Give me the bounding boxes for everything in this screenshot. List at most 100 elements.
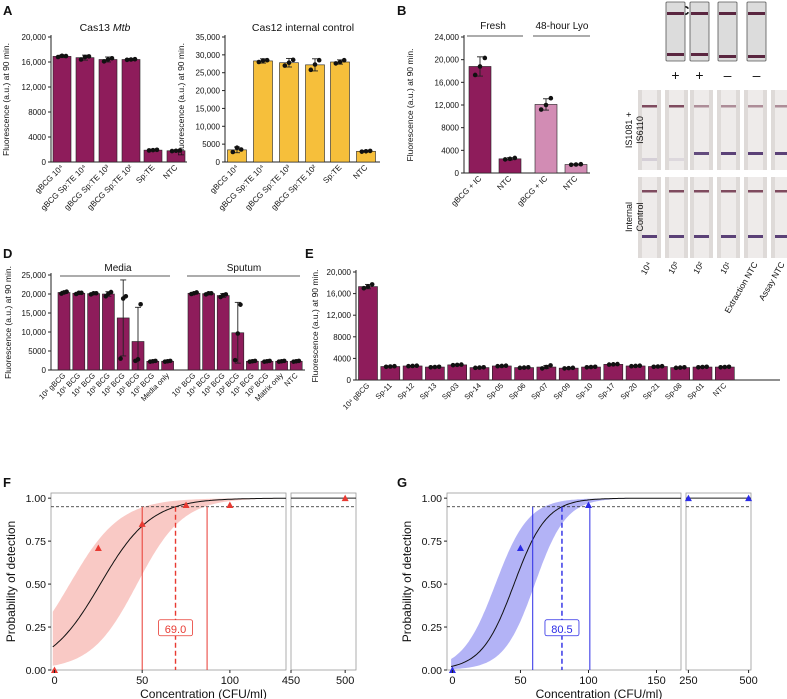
strip-surface xyxy=(669,177,684,258)
y-tick-label: 0.50 xyxy=(422,579,443,591)
x-tick-label: NTC xyxy=(495,174,513,192)
data-point xyxy=(290,57,296,63)
data-point xyxy=(684,494,692,502)
y-tick-label: 8000 xyxy=(441,124,459,133)
x-tick-label: Sp-03 xyxy=(440,381,461,402)
data-point xyxy=(138,520,146,527)
data-point xyxy=(588,364,594,370)
x-tick-label: gBCG Sp:TE 10² xyxy=(270,163,319,212)
data-point xyxy=(250,358,255,364)
data-point xyxy=(173,148,179,154)
data-point xyxy=(118,356,123,361)
data-point xyxy=(516,544,524,551)
bar xyxy=(279,62,299,163)
y-tick-label: 10,000 xyxy=(196,122,221,131)
y-tick-label: 0.50 xyxy=(26,579,47,591)
data-point xyxy=(562,366,567,371)
x-tick-label: 50 xyxy=(514,675,526,687)
data-point xyxy=(499,363,505,369)
x-tick-label: Sp-06 xyxy=(507,381,528,402)
data-point xyxy=(726,364,732,370)
control-band xyxy=(667,12,684,15)
plot-frame-break xyxy=(290,492,357,671)
bar xyxy=(98,59,118,163)
data-point xyxy=(538,107,544,112)
data-point xyxy=(154,147,160,153)
data-point xyxy=(220,292,226,298)
title-main: Cas13 xyxy=(80,22,113,34)
data-point xyxy=(495,363,500,369)
data-point xyxy=(539,366,545,371)
data-point xyxy=(436,364,442,370)
data-point xyxy=(570,365,576,371)
data-point xyxy=(150,358,156,364)
y-tick-label: 4000 xyxy=(441,146,459,155)
plot-frame xyxy=(446,492,682,671)
test-band xyxy=(691,53,708,56)
data-point xyxy=(82,54,88,60)
data-point xyxy=(704,364,709,370)
test-line xyxy=(694,152,709,155)
schematic-strip xyxy=(689,1,710,62)
chart-title: Cas13 Mtb xyxy=(80,22,131,34)
x-tick-label: 50 xyxy=(136,675,148,687)
x-tick-label: 250 xyxy=(679,675,697,687)
data-point xyxy=(128,57,134,62)
strip-surface xyxy=(694,177,709,258)
x-axis-label: Concentration (CFU/ml) xyxy=(140,687,267,699)
x-tick-label: Sp:TE xyxy=(134,163,156,185)
y-tick-label: 16,000 xyxy=(327,290,352,299)
data-point xyxy=(633,363,638,369)
data-point xyxy=(578,161,584,167)
data-point xyxy=(86,54,92,59)
y-axis-label: Fluorescence (a.u.) at 90 min. xyxy=(310,270,320,383)
data-point xyxy=(235,331,241,336)
y-tick-label: 8000 xyxy=(333,333,351,342)
data-point xyxy=(150,147,156,153)
panel-c-strips: + + – – IS1081 + IS6110 Internal Control 10⁴ 10³ 1… xyxy=(624,1,787,315)
data-point xyxy=(369,282,375,287)
test-line xyxy=(721,235,736,238)
x-tick-label: NTC xyxy=(161,163,179,181)
control-line xyxy=(669,105,684,108)
data-point xyxy=(359,149,365,154)
bar xyxy=(305,64,325,163)
y-tick-label: 16,000 xyxy=(22,58,47,67)
data-point xyxy=(308,67,314,73)
data-point xyxy=(120,296,126,301)
y-tick-label: 1.00 xyxy=(26,493,47,505)
data-point xyxy=(454,362,460,368)
strip-label: 10² xyxy=(691,260,706,276)
plot-frame-break xyxy=(685,492,752,671)
data-point xyxy=(517,365,523,371)
strip-surface xyxy=(669,90,684,170)
x-tick-label: NTC xyxy=(351,163,369,181)
data-point xyxy=(388,364,393,369)
bar xyxy=(330,61,350,163)
data-point xyxy=(548,95,554,101)
bar xyxy=(468,66,492,174)
strip-sign: – xyxy=(753,67,761,83)
y-tick-label: 0 xyxy=(455,169,460,178)
x-tick-label: Sp-01 xyxy=(685,381,706,402)
y-tick-label: 20,000 xyxy=(22,290,47,299)
data-point xyxy=(312,62,318,67)
control-line xyxy=(694,190,709,193)
data-point xyxy=(367,148,373,154)
data-point xyxy=(477,64,483,69)
x-tick-label: Sp-14 xyxy=(462,381,483,402)
data-point xyxy=(109,55,115,61)
x-tick-label: Sp-17 xyxy=(596,381,617,402)
y-tick-label: 0.00 xyxy=(26,665,47,677)
data-point xyxy=(191,290,197,296)
control-line xyxy=(721,105,736,108)
test-band-faint xyxy=(719,55,736,58)
data-point xyxy=(182,501,190,509)
panel-label-f: F xyxy=(3,475,11,490)
x-tick-label: gBCG + IC xyxy=(516,174,550,208)
data-point xyxy=(91,290,96,296)
panel-a2-chart: 0 5000 10,000 15,000 20,000 25,000 30,000 35,00… xyxy=(176,33,380,212)
y-tick-label: 8000 xyxy=(28,108,46,117)
data-point xyxy=(482,55,488,61)
data-point xyxy=(521,365,527,370)
